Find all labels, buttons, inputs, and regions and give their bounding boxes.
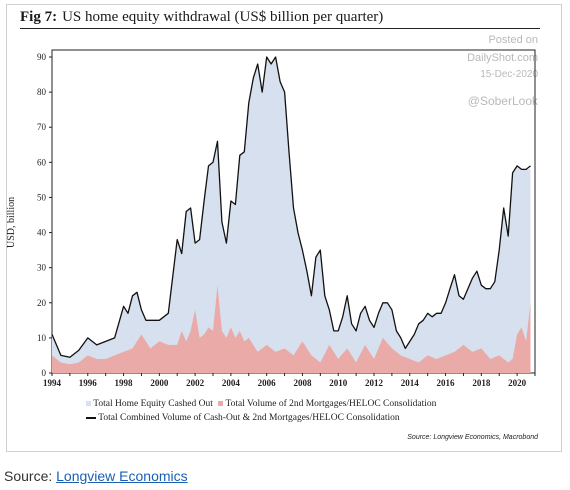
series-area-total-cashed-out <box>52 57 531 373</box>
series-line-combined-volume <box>51 56 531 358</box>
x-tick-label: 2000 <box>150 378 169 388</box>
legend-row-2: Total Combined Volume of Cash-Out & 2nd … <box>86 413 400 423</box>
x-tick-label: 2010 <box>329 378 348 388</box>
legend-swatch-mortgage <box>218 401 224 407</box>
x-tick-label: 2002 <box>186 378 205 388</box>
legend-label-total: Total Home Equity Cashed Out <box>93 399 213 409</box>
x-tick-label: 2016 <box>437 378 456 388</box>
x-tick-label: 1994 <box>43 378 62 388</box>
legend-label-combined: Total Combined Volume of Cash-Out & 2nd … <box>98 413 400 423</box>
x-tick-label: 2006 <box>258 378 277 388</box>
x-tick-label: 2004 <box>222 378 241 388</box>
x-tick-label: 2012 <box>365 378 384 388</box>
y-tick-label: 70 <box>37 122 47 132</box>
y-tick-label: 80 <box>37 87 47 97</box>
y-tick-label: 40 <box>37 228 47 238</box>
figure-label: Fig 7: <box>20 9 58 25</box>
legend-swatch-combined <box>86 416 96 419</box>
figure-title: Fig 7: US home equity withdrawal (US$ bil… <box>20 9 540 29</box>
y-tick-label: 10 <box>37 333 47 343</box>
watermark-posted-on: Posted on <box>488 34 538 46</box>
y-tick-label: 90 <box>37 52 47 62</box>
y-tick-label: 20 <box>37 298 47 308</box>
y-tick-label: 30 <box>37 263 47 273</box>
x-tick-label: 1998 <box>115 378 134 388</box>
y-tick-label: 50 <box>37 192 47 202</box>
x-tick-label: 2014 <box>401 378 420 388</box>
page-source-link[interactable]: Longview Economics <box>56 468 188 484</box>
x-tick-label: 2020 <box>508 378 527 388</box>
series-area-2nd-mortgages-heloc <box>52 285 531 373</box>
y-tick-label: 0 <box>42 368 47 378</box>
x-tick-label: 2018 <box>472 378 491 388</box>
page-source: Source: Longview Economics <box>4 468 188 484</box>
figure-title-text: US home equity withdrawal (US$ billion p… <box>62 9 384 25</box>
legend-label-mortgage: Total Volume of 2nd Mortgages/HELOC Cons… <box>225 399 437 409</box>
legend-swatch-total <box>86 401 91 407</box>
source-note: Source: Longview Economics, Macrobond <box>407 434 538 441</box>
legend-row-1: Total Home Equity Cashed Out Total Volum… <box>86 399 436 409</box>
x-tick-label: 2008 <box>293 378 312 388</box>
watermark-site: DailyShot.com <box>467 52 538 64</box>
x-tick-label: 1996 <box>79 378 98 388</box>
watermark-date: 15-Dec-2020 <box>480 69 538 80</box>
watermark-handle: @SoberLook <box>467 94 538 108</box>
y-tick-label: 60 <box>37 157 47 167</box>
page-source-prefix: Source: <box>4 468 57 484</box>
